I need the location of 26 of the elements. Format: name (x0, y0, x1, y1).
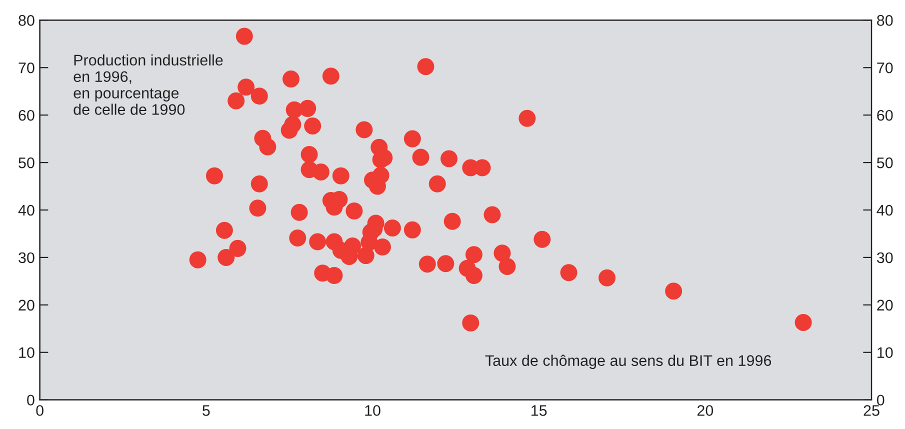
x-axis-title: Taux de chômage au sens du BIT en 1996 (485, 354, 772, 370)
y-axis-title: Production industrielle en 1996, en pourcentage de celle de 1990 (74, 54, 223, 115)
y-tick-label: 50 (18, 157, 34, 168)
y2-tick-label: 20 (877, 300, 893, 311)
x-tick-label: 10 (365, 405, 380, 416)
y-tick-label: 80 (18, 15, 34, 26)
y-tick-label: 0 (27, 394, 34, 406)
y-tick-label: 10 (19, 347, 34, 358)
y-tick-label: 40 (18, 204, 34, 216)
x-tick-label: 20 (697, 405, 714, 416)
x-tick-label: 5 (202, 405, 210, 416)
y-tick-label: 70 (18, 62, 34, 74)
y-tick-label: 30 (18, 252, 34, 264)
y-tick-label: 20 (18, 300, 34, 311)
x-tick-label: 25 (864, 405, 880, 416)
y-tick-label: 60 (18, 110, 34, 121)
y2-tick-label: 60 (877, 110, 893, 121)
y2-tick-label: 0 (876, 394, 884, 406)
x-tick-label: 15 (532, 405, 547, 416)
x-tick-label: 0 (36, 405, 44, 416)
y2-tick-label: 40 (876, 204, 893, 216)
y2-tick-label: 80 (877, 15, 893, 26)
y2-tick-label: 10 (878, 347, 893, 358)
y2-tick-label: 50 (876, 157, 893, 168)
y2-tick-label: 70 (877, 62, 893, 74)
y2-tick-label: 30 (876, 252, 893, 264)
